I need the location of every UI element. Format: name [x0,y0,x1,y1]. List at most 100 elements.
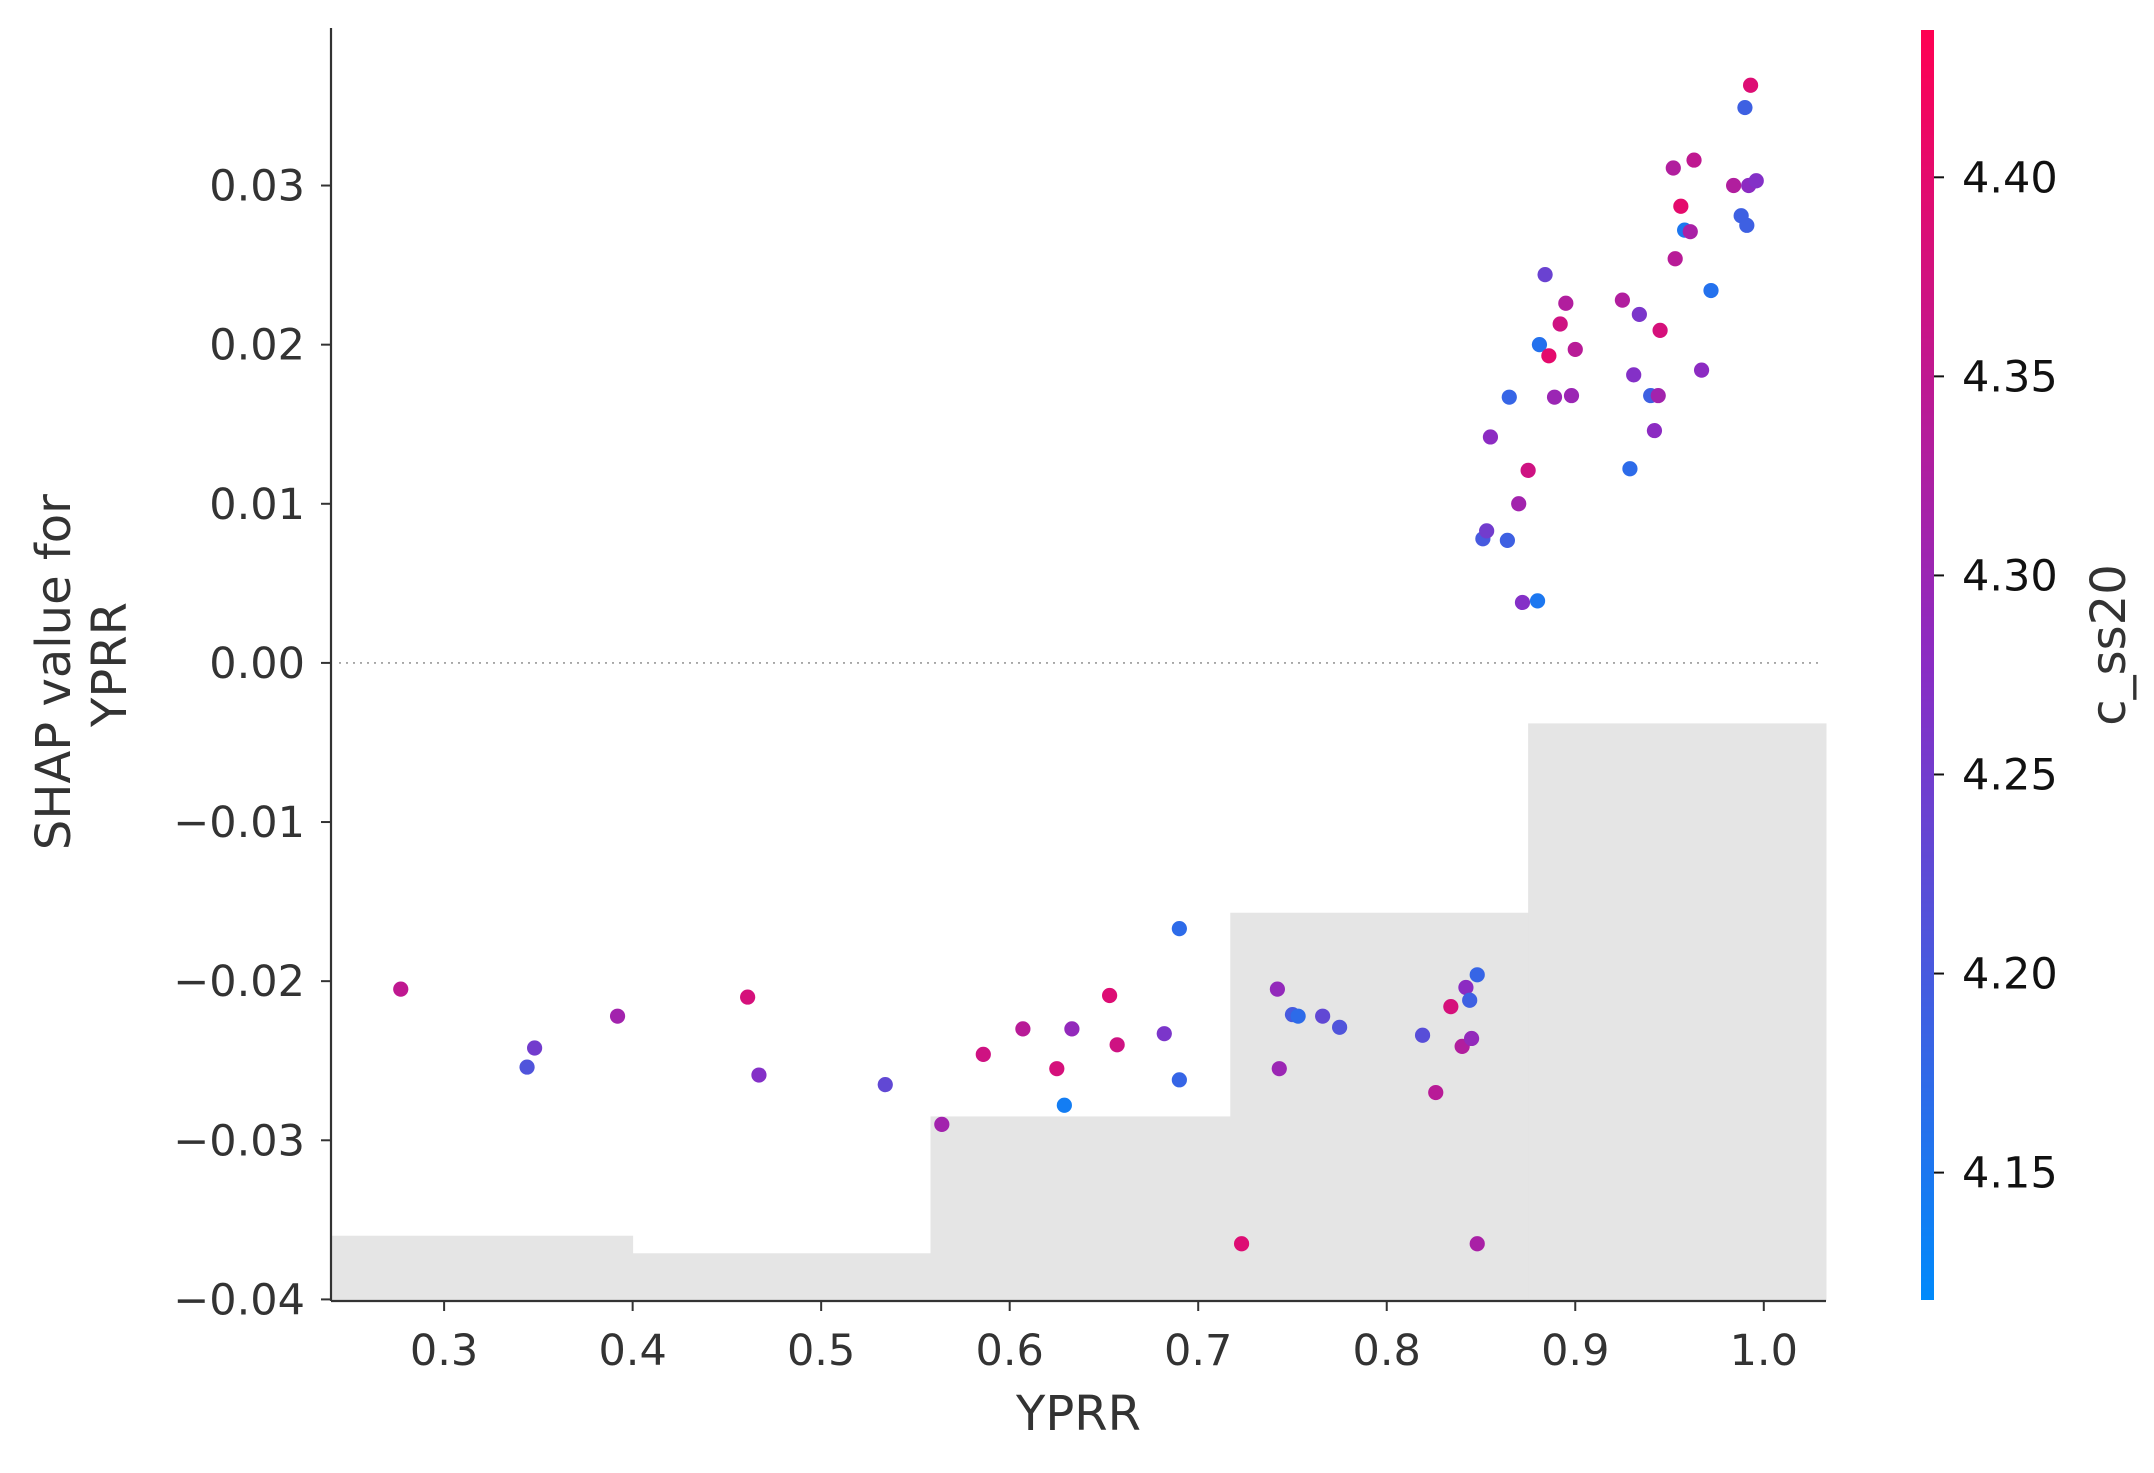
data-point [740,989,756,1005]
y-axis-title-line-2: YPRR [82,602,138,728]
data-point [527,1040,543,1056]
data-point [1739,217,1755,233]
x-tick-label: 0.4 [598,1326,666,1376]
data-point [1462,992,1478,1008]
x-tick-label: 0.6 [975,1326,1043,1376]
data-point [1631,306,1647,323]
data-point [1514,594,1531,611]
data-point [1109,1037,1125,1053]
data-point [1531,337,1548,353]
y-tick-label: 0.00 [209,639,305,689]
y-tick-label: −0.04 [173,1275,305,1325]
histogram-bin-2 [930,1116,1231,1301]
data-point [1479,523,1495,539]
colorbar [1921,30,1934,1300]
data-point [1682,224,1698,240]
data-point [1650,387,1666,404]
data-point [975,1046,991,1062]
y-axis-title: SHAP value for YPRR [26,479,138,850]
data-point [1673,198,1689,214]
data-point [934,1116,950,1132]
data-point [1737,99,1753,116]
data-point [1703,282,1719,299]
data-point [1693,362,1710,378]
data-point [1546,389,1563,405]
data-point [1501,389,1517,405]
data-point [1233,1236,1250,1252]
colorbar-tick-label: 4.25 [1962,750,2058,800]
data-point [1529,593,1546,609]
data-point [1652,322,1668,338]
data-point [1665,160,1681,176]
data-point [1541,348,1557,364]
data-point [1171,921,1187,937]
colorbar-ticks: 4.15 4.20 4.25 4.30 4.35 4.40 [1934,153,2058,1199]
data-point [609,1008,626,1024]
y-tick-label: −0.02 [173,957,305,1007]
data-point [1156,1026,1172,1042]
data-point [1064,1021,1080,1037]
data-point [1015,1021,1031,1037]
data-point [751,1067,767,1083]
data-point [1269,981,1285,997]
data-point [877,1076,893,1093]
x-tick-label: 0.9 [1541,1326,1609,1376]
data-point [1499,532,1515,548]
data-point [1614,292,1630,308]
x-tick-label: 0.3 [410,1326,478,1376]
x-tick-label: 0.7 [1164,1326,1232,1376]
data-point [1667,251,1683,267]
y-tick-label: 0.03 [209,162,305,212]
data-point [1290,1008,1306,1024]
data-point [1622,461,1638,477]
data-point [1748,173,1764,189]
histogram-bin-4 [1528,723,1827,1301]
data-point [1469,967,1485,983]
data-point [1552,316,1568,332]
x-axis-title: YPRR [1015,1386,1141,1442]
colorbar-tick-label: 4.30 [1962,551,2058,601]
data-point [1520,462,1536,478]
scatter-points [393,77,1764,1252]
data-point [1646,422,1663,439]
data-point [393,981,409,997]
data-point [1315,1008,1331,1024]
histogram-bin-0 [331,1235,634,1301]
data-point [1056,1097,1072,1113]
data-point [1443,999,1459,1015]
data-point [1482,429,1499,445]
colorbar-tick-label: 4.15 [1962,1149,2058,1199]
y-axis-ticks: −0.04 −0.03 −0.02 −0.01 0.00 0.01 0.02 0.03 [173,162,331,1325]
y-tick-label: 0.02 [209,321,305,371]
y-tick-label: −0.01 [173,798,305,848]
data-point [1171,1072,1187,1088]
axes [329,28,1826,1303]
data-point [1458,979,1474,996]
y-tick-label: −0.03 [173,1116,305,1166]
y-tick-label: 0.01 [209,480,305,530]
data-point [1726,177,1742,194]
histogram-background [331,723,1827,1301]
x-tick-label: 0.5 [787,1326,855,1376]
data-point [1463,1030,1480,1047]
x-tick-label: 1.0 [1730,1326,1798,1376]
colorbar-tick-label: 4.20 [1962,950,2058,1000]
data-point [1511,496,1527,512]
data-point [1414,1027,1431,1043]
data-point [1102,987,1118,1004]
y-axis-title-line-1: SHAP value for [26,494,82,850]
data-point [519,1059,535,1075]
data-point [1537,267,1553,283]
data-point [1686,152,1702,168]
data-point [1558,295,1574,311]
colorbar-tick-label: 4.40 [1962,153,2058,203]
data-point [1563,387,1580,404]
data-point [1567,341,1583,358]
data-point [1332,1019,1348,1035]
data-point [1049,1061,1065,1077]
histogram-bin-1 [632,1253,932,1301]
data-point [1428,1084,1444,1101]
x-axis-ticks: 0.3 0.4 0.5 0.6 0.7 0.8 0.9 1.0 [410,1301,1798,1376]
